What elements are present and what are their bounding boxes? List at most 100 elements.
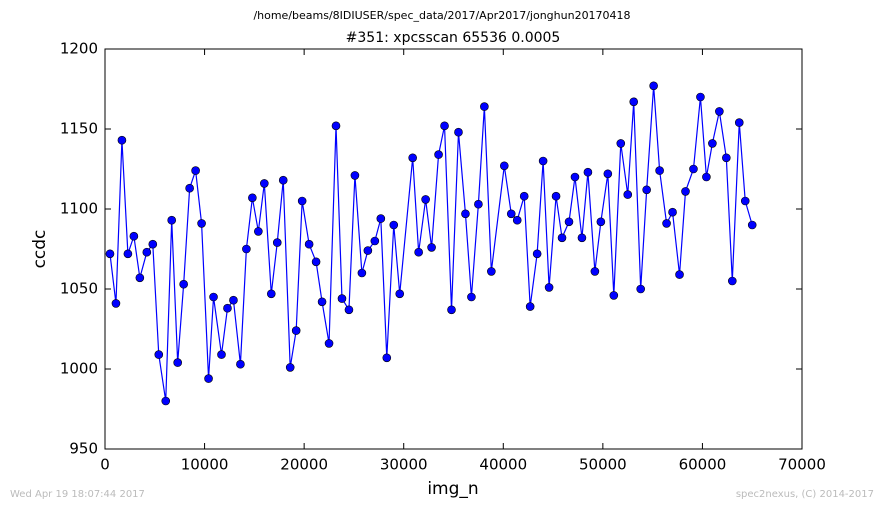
x-tick-label: 50000 xyxy=(579,456,627,474)
data-point xyxy=(447,305,456,315)
data-point xyxy=(135,273,145,283)
data-point xyxy=(297,196,307,206)
data-point xyxy=(236,359,245,369)
data-point xyxy=(223,303,232,313)
data-point xyxy=(570,172,580,182)
data-point xyxy=(179,279,188,289)
data-point xyxy=(254,227,263,236)
data-point xyxy=(376,214,386,223)
data-point xyxy=(272,238,282,247)
data-point xyxy=(285,363,295,372)
data-point xyxy=(209,292,218,302)
data-point xyxy=(525,302,535,311)
data-point xyxy=(148,239,158,249)
y-tick-label: 1150 xyxy=(60,120,98,138)
data-point xyxy=(324,339,334,348)
y-tick-label: 950 xyxy=(69,440,98,458)
data-point xyxy=(577,233,587,243)
data-point xyxy=(427,243,436,252)
data-point xyxy=(551,191,561,201)
data-point xyxy=(675,270,684,279)
data-point xyxy=(564,217,574,227)
x-tick-label: 70000 xyxy=(778,456,826,474)
suptitle: /home/beams/8IDIUSER/spec_data/2017/Apr2… xyxy=(253,9,630,22)
data-point xyxy=(461,209,470,219)
data-point xyxy=(715,107,724,116)
data-point xyxy=(440,121,449,131)
data-point xyxy=(609,291,619,300)
data-point xyxy=(636,284,645,294)
data-point xyxy=(123,249,133,259)
data-point xyxy=(708,139,717,148)
x-tick-label: 40000 xyxy=(479,456,527,474)
data-point xyxy=(337,294,347,303)
data-point xyxy=(557,233,567,243)
data-point xyxy=(304,239,314,249)
data-point xyxy=(266,289,276,299)
data-point xyxy=(197,219,206,228)
data-point xyxy=(544,283,554,292)
data-point xyxy=(204,374,213,383)
data-point xyxy=(474,199,483,209)
data-point xyxy=(167,215,177,225)
data-point xyxy=(538,156,548,166)
data-point xyxy=(629,97,639,107)
data-point xyxy=(662,219,671,228)
credit: spec2nexus, (C) 2014-2017 xyxy=(736,489,874,500)
data-point xyxy=(696,92,705,102)
data-point xyxy=(655,166,664,175)
timestamp: Wed Apr 19 18:07:44 2017 xyxy=(10,489,145,500)
data-point xyxy=(191,166,200,175)
y-tick-label: 1000 xyxy=(60,360,98,378)
data-point xyxy=(105,249,115,259)
data-point xyxy=(229,295,238,305)
data-point xyxy=(278,175,288,185)
data-point xyxy=(382,353,392,363)
data-point xyxy=(702,172,711,182)
data-point xyxy=(727,276,737,286)
data-point xyxy=(291,326,301,335)
data-point xyxy=(395,289,405,299)
plot-frame xyxy=(104,48,803,450)
x-tick-label: 10000 xyxy=(181,456,229,474)
data-point xyxy=(740,196,750,206)
data-point xyxy=(668,207,677,217)
data-point xyxy=(173,358,182,367)
data-point xyxy=(317,297,327,307)
data-point xyxy=(311,257,321,267)
data-point xyxy=(142,247,152,257)
data-point xyxy=(487,267,496,276)
data-point xyxy=(499,161,509,171)
x-axis-label: img_n xyxy=(427,479,478,499)
data-point xyxy=(242,244,251,254)
data-point xyxy=(370,236,380,246)
data-point xyxy=(408,153,417,163)
data-point xyxy=(734,118,744,127)
y-tick-label: 1050 xyxy=(60,280,98,298)
data-point xyxy=(689,164,698,174)
data-point xyxy=(389,220,399,230)
data-point xyxy=(217,350,226,359)
data-point xyxy=(357,268,367,278)
chart-title: #351: xpcsscan 65536 0.0005 xyxy=(346,30,561,46)
x-tick-label: 60000 xyxy=(679,456,727,474)
data-point xyxy=(519,191,529,201)
data-point xyxy=(642,185,651,195)
data-point xyxy=(248,193,257,203)
data-point xyxy=(331,121,341,131)
data-point xyxy=(603,169,613,179)
data-point xyxy=(506,209,516,219)
data-point xyxy=(681,187,690,196)
data-point xyxy=(421,195,430,204)
data-point xyxy=(649,81,658,91)
data-point xyxy=(454,127,463,137)
data-point xyxy=(434,150,443,159)
data-point xyxy=(117,135,127,145)
data-point xyxy=(616,139,626,148)
x-tick-label: 20000 xyxy=(280,456,328,474)
data-point xyxy=(722,153,731,163)
data-point xyxy=(414,247,423,257)
data-point xyxy=(623,190,633,199)
